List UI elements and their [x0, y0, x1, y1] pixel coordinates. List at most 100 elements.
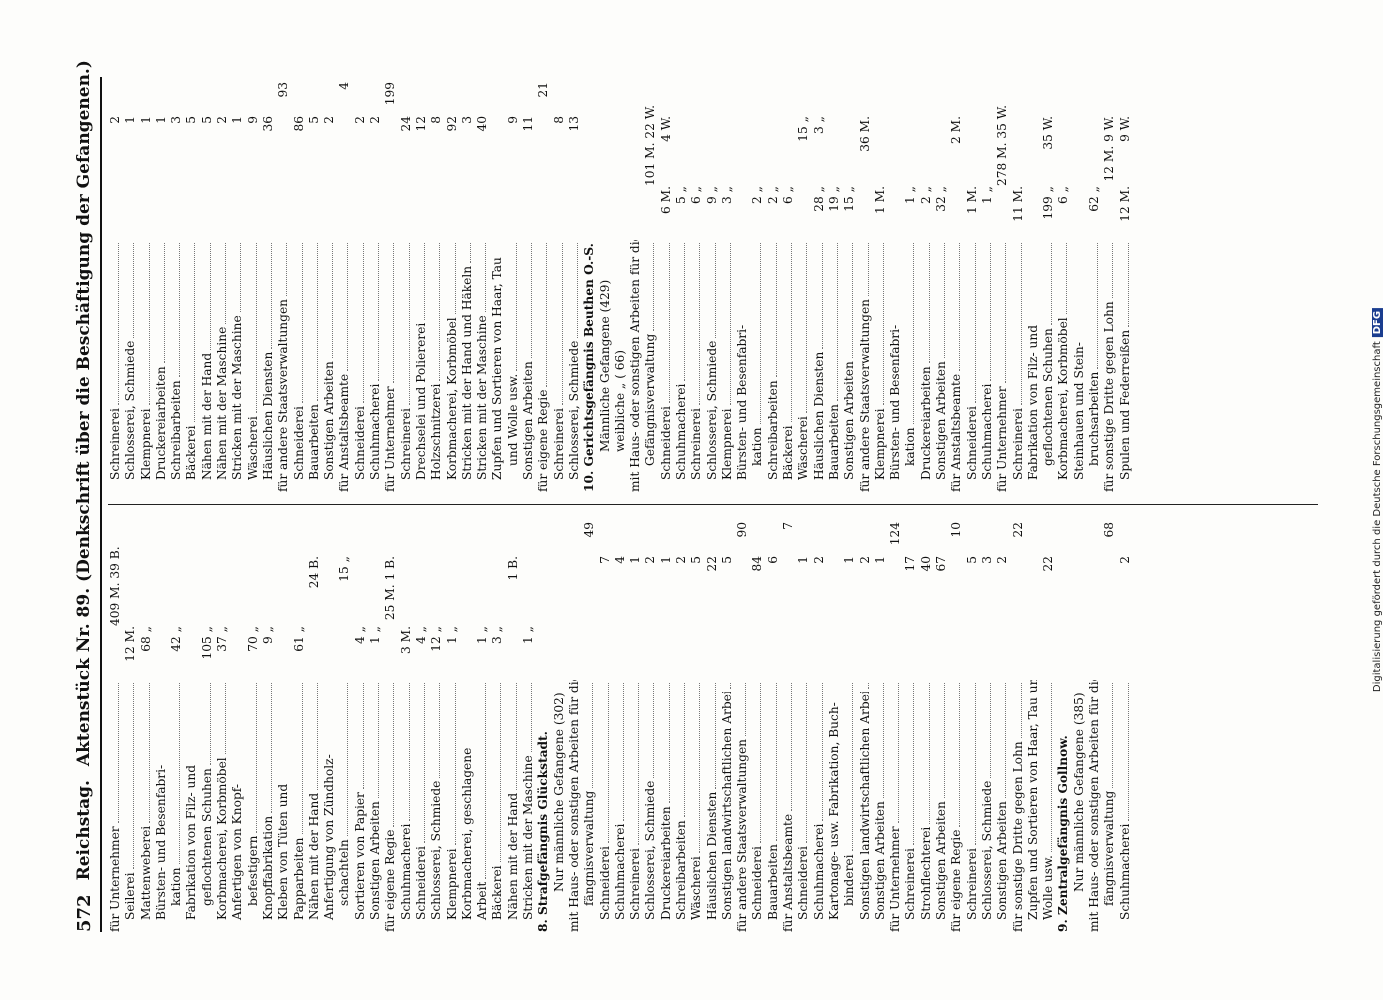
row-label: Nähen mit der Maschine	[215, 326, 230, 480]
count-subtotal: 5	[306, 116, 321, 124]
table-row: für sonstige Dritte gegen Lohn 12 M. 9 W.	[1102, 82, 1117, 492]
table-row: Druckereiarbeiten 1	[154, 82, 169, 492]
table-row: Nähen mit der Maschine 2	[215, 82, 230, 492]
leader-dots	[913, 243, 915, 425]
count-total: 68	[1102, 522, 1117, 538]
table-row: Stricken mit der Maschine 1	[230, 82, 245, 492]
count-individual: 3 M.	[398, 626, 413, 654]
leader-dots	[1097, 243, 1098, 369]
row-label: Sonstigen landwirtschaftlichen Arbeiten	[719, 692, 734, 920]
row-label: für Anstaltsbeamte	[781, 813, 796, 932]
header-rule	[100, 77, 102, 932]
count-subtotal: 1	[796, 556, 811, 564]
count-total: 7	[781, 522, 796, 530]
row-label: kation	[903, 427, 918, 466]
leader-dots	[133, 243, 135, 338]
count-subtotal: 4	[612, 556, 627, 564]
row-label: Häuslichen Diensten	[704, 791, 719, 920]
row-label: Schuhmacherei	[811, 823, 826, 920]
count-subtotal: 2	[108, 116, 122, 124]
leader-dots	[546, 243, 548, 387]
row-label: Nur männliche Gefangene (302)	[551, 692, 566, 892]
table-row: Schlosserei, Schmiede 3	[980, 522, 995, 932]
leader-dots	[745, 683, 747, 736]
table-row: für andere Staatsverwaltungen 90	[735, 522, 750, 932]
table-row: kation 42 „	[169, 522, 184, 932]
count-subtotal: 24	[398, 116, 413, 132]
count-subtotal: 15 „	[337, 556, 352, 582]
leader-dots	[179, 683, 181, 865]
row-label: Bauarbeiten	[826, 403, 841, 480]
leader-dots	[944, 243, 946, 359]
leader-dots	[576, 243, 578, 338]
row-label: und Wolle usw.	[505, 373, 520, 466]
count-subtotal: 2	[811, 556, 826, 564]
row-label: Anfertigen von Knopf-	[230, 784, 245, 920]
count-subtotal: 9 W.	[1117, 116, 1132, 142]
table-row: Schuhmacherei 4	[613, 522, 628, 932]
count-individual: 12 „	[429, 626, 444, 652]
table-row: Nur männliche Gefangene (302)	[552, 522, 567, 932]
table-row: Schuhmacherei 2	[368, 82, 383, 492]
leader-dots	[653, 243, 655, 331]
leader-dots	[515, 683, 517, 790]
table-row: 8. Strafgefängnis Glückstadt.	[536, 522, 551, 932]
table-row: Häuslichen Diensten 36	[261, 82, 276, 492]
leader-dots	[959, 683, 961, 827]
leader-dots	[867, 683, 869, 689]
leader-dots	[1127, 683, 1129, 821]
table-row: Sonstigen Arbeiten 67	[934, 522, 949, 932]
count-total: 124	[888, 522, 903, 546]
table-row: für Unternehmer 278 M. 35 W.	[995, 82, 1010, 492]
count-subtotal: 40	[918, 556, 933, 572]
table-row: für Unternehmer 409 M. 39 B.	[108, 522, 123, 932]
table-row: binderei 1	[842, 522, 857, 932]
row-label: Schreibarbeiten	[765, 380, 780, 480]
table-row: Bäckerei 5	[184, 82, 199, 492]
row-label: Stricken mit der Maschine	[230, 315, 245, 480]
table-row: Strohflechterei 40	[919, 522, 934, 932]
table-row: Gefängnisverwaltung 101 M. 22 W.	[643, 82, 658, 492]
leader-dots	[133, 683, 135, 870]
row-label: Wolle usw.	[1041, 855, 1056, 920]
table-row: Schuhmacherei 2	[812, 522, 827, 932]
table-row: für Anstaltsbeamte 2 M.	[949, 82, 964, 492]
table-row: Wäscherei 9	[246, 82, 261, 492]
row-label: Wäscherei	[796, 416, 811, 480]
leader-dots	[316, 683, 318, 790]
table-row: für Anstaltsbeamte 7	[781, 522, 796, 932]
row-label: Schlosserei, Schmiede	[566, 340, 581, 480]
row-label: kation	[750, 427, 765, 466]
count-total: 93	[276, 82, 291, 98]
row-label: Schneiderei	[658, 406, 673, 480]
row-label: Klempnerei	[872, 408, 887, 480]
count-subtotal: 13	[566, 116, 581, 132]
leader-dots	[944, 683, 946, 799]
column-divider	[108, 504, 1318, 505]
row-label: Schuhmacherei	[1117, 823, 1132, 920]
leader-dots	[423, 683, 425, 844]
table-row: Fabrikation von Filz- und	[184, 522, 199, 932]
leader-dots	[974, 243, 976, 404]
leader-dots	[179, 243, 181, 378]
row-label: mit Haus- oder sonstigen Arbeiten für di…	[1087, 680, 1101, 932]
row-label: Schreinerei	[964, 848, 979, 920]
table-row: Schreinerei 11 M.	[1011, 82, 1026, 492]
count-subtotal: 8	[429, 116, 444, 124]
row-label: Wäscherei	[689, 856, 704, 920]
row-label: Druckereiarbeiten	[658, 806, 673, 920]
leader-dots	[959, 243, 961, 371]
leader-dots	[118, 683, 119, 824]
table-row: Männliche Gefangene (429)	[598, 82, 613, 492]
table-row: Schuhmacherei 3 M.	[399, 522, 414, 932]
row-label: Schneiderei	[291, 406, 306, 480]
table-row: Schneiderei 6 M. 4 W.	[659, 82, 674, 492]
count-subtotal: 278 M. 35 W.	[995, 104, 1010, 186]
leader-dots	[898, 683, 900, 824]
leader-dots	[163, 243, 165, 364]
leader-dots	[439, 683, 441, 778]
table-row: Sonstigen Arbeiten 2	[322, 82, 337, 492]
count-subtotal: 1	[658, 556, 673, 564]
count-subtotal: 5	[689, 556, 704, 564]
leader-dots	[270, 683, 272, 813]
